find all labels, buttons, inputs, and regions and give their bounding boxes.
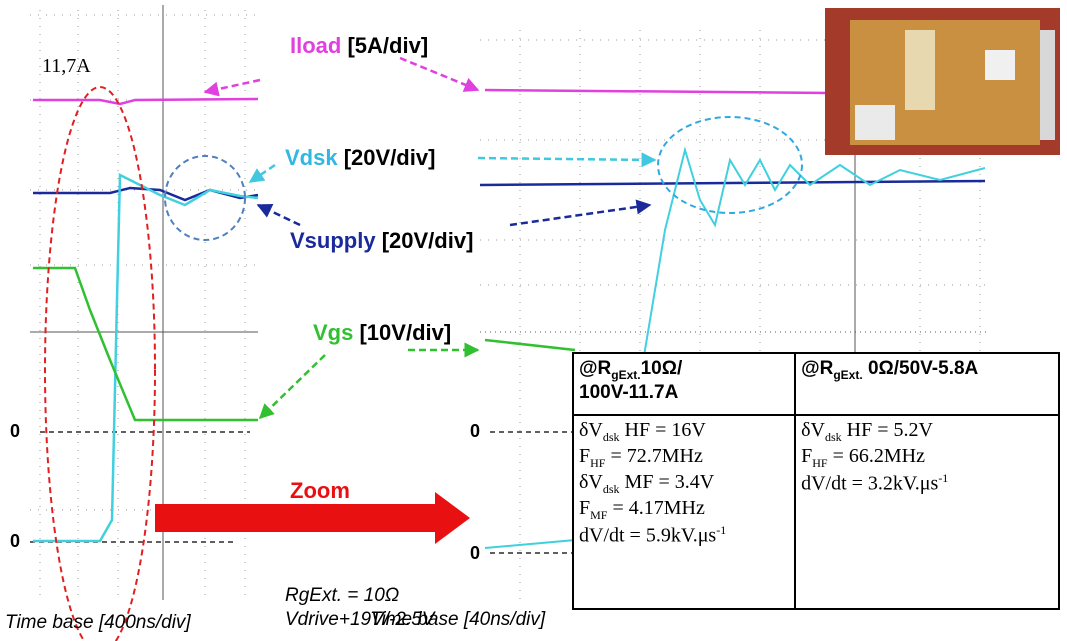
text-segment: 0Ω/50V-5.8A <box>862 358 979 379</box>
text-segment: δV <box>579 419 603 441</box>
cell-line: δVdsk MF = 3.4V <box>579 471 789 497</box>
cell-line: FHF = 66.2MHz <box>801 445 1053 471</box>
text-segment: HF = 5.2V <box>841 419 933 441</box>
zoom-arrow <box>155 492 470 544</box>
cell-line: dV/dt = 3.2kV.μs-1 <box>801 471 1053 496</box>
text-segment: dV/dt = 3.2kV.μs <box>801 472 939 495</box>
text-segment: dV/dt = 5.9kV.μs <box>579 524 717 547</box>
zero-label: 0 <box>10 421 21 441</box>
text-segment: δV <box>579 471 603 493</box>
text-segment: 10Ω/ <box>640 358 683 379</box>
text-segment: gExt. <box>611 367 641 382</box>
timebase-label: Time base [40ns/div] <box>370 609 546 630</box>
zero-label: 0 <box>470 543 481 563</box>
timebase-label: Time base [400ns/div] <box>5 612 191 633</box>
vgs-label: Vgs [10V/div] <box>313 320 451 346</box>
zoom-label: Zoom <box>290 478 350 503</box>
text-segment: = 4.17MHz <box>607 497 705 519</box>
trace-scale: [10V/div] <box>359 320 452 345</box>
trace-name: Vgs <box>313 320 354 345</box>
peak-label: 11,7A <box>42 55 91 77</box>
zero-label: 0 <box>10 531 21 551</box>
header-cell: @RgExt. 0Ω/50V-5.8A <box>794 352 1060 416</box>
photo <box>825 8 1060 155</box>
text-segment: -1 <box>938 471 949 485</box>
trace-name: Iload <box>290 33 342 58</box>
text-segment: F <box>801 445 813 467</box>
rgext-label: RgExt. = 10Ω <box>285 585 400 606</box>
trace-name: Vsupply <box>290 228 376 253</box>
cell-line: FHF = 72.7MHz <box>579 445 789 471</box>
text-segment: dsk <box>602 482 620 496</box>
cell: δVdsk HF = 16V FHF = 72.7MHz δVdsk MF = 3.… <box>571 414 797 610</box>
cell-line: δVdsk HF = 16V <box>579 419 789 445</box>
text-segment: HF <box>812 456 828 470</box>
text-segment: HF = 16V <box>619 419 706 441</box>
zero-label: 0 <box>470 421 481 441</box>
text-segment: = 66.2MHz <box>827 445 925 467</box>
iload-label: Iload [5A/div] <box>290 33 428 59</box>
text-segment: 100V-11.7A <box>579 381 679 403</box>
vdsk-label: Vdsk [20V/div] <box>285 145 435 171</box>
trace-scale: [20V/div] <box>343 145 436 170</box>
text-segment: MF <box>590 508 608 522</box>
text-segment: dsk <box>602 430 620 444</box>
trace-scale: [20V/div] <box>381 228 474 253</box>
trace-scale: [5A/div] <box>347 33 429 58</box>
text-segment: F <box>579 445 591 467</box>
header-cell: @RgExt.10Ω/100V-11.7A <box>571 352 797 416</box>
text-segment: gExt. <box>833 367 863 382</box>
text-segment: F <box>579 497 591 519</box>
text-segment: = 72.7MHz <box>605 445 703 467</box>
text-segment: dsk <box>824 430 842 444</box>
zero-lines <box>30 431 575 554</box>
text-segment: @R <box>579 358 612 379</box>
vdrive-label: Vdrive+19V/-2.5V <box>285 609 435 630</box>
results-table: @RgExt.10Ω/100V-11.7A @RgExt. 0Ω/50V-5.8A… <box>571 352 1060 610</box>
trace-name: Vdsk <box>285 145 338 170</box>
text-segment: @R <box>801 358 834 379</box>
vsupply-label: Vsupply [20V/div] <box>290 228 473 254</box>
cell: δVdsk HF = 5.2V FHF = 66.2MHz dV/dt = 3.2k… <box>794 414 1060 610</box>
waveforms <box>33 88 986 549</box>
text-segment: -1 <box>716 523 727 537</box>
text-segment: δV <box>801 419 825 441</box>
text-segment: HF <box>590 456 606 470</box>
cell-line: FMF = 4.17MHz <box>579 497 789 523</box>
cell-line: δVdsk HF = 5.2V <box>801 419 1053 445</box>
text-segment: MF = 3.4V <box>619 471 715 493</box>
arrows <box>203 56 657 420</box>
cell-line: dV/dt = 5.9kV.μs-1 <box>579 523 789 548</box>
